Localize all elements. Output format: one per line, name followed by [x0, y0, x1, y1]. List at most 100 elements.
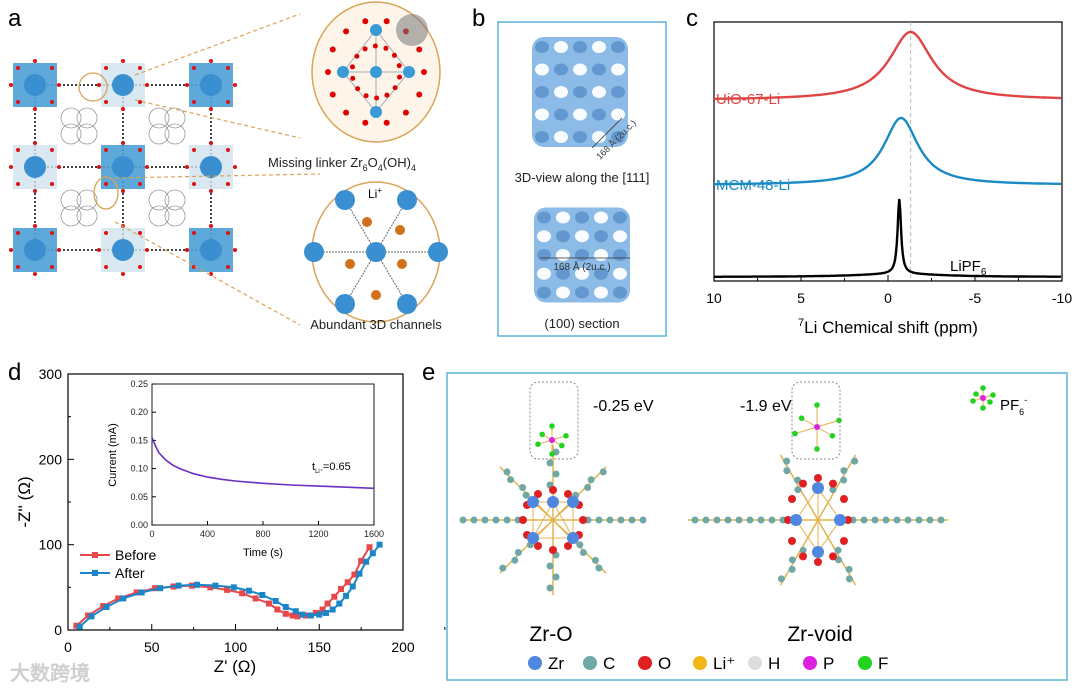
spectrum-mcm-48-li: [714, 116, 1062, 186]
eis-point-before: [366, 544, 373, 551]
channel-model: [304, 190, 448, 314]
x-tick-label-c: -5: [969, 290, 982, 306]
3d-view-structure-image: [532, 37, 628, 147]
inset-y-tick-label: 0.05: [130, 492, 148, 502]
panel-label-a: a: [8, 5, 22, 32]
eis-point-after: [272, 597, 279, 604]
inset-x-tick-label: 800: [255, 529, 270, 539]
y-axis-label-d: -Z'' (Ω): [15, 476, 34, 527]
li-ion: [345, 259, 355, 269]
eis-point-before: [358, 557, 365, 564]
li-ion: [397, 259, 407, 269]
missing-linker-shadow: [396, 14, 428, 46]
inset-x-tick-label: 1200: [308, 529, 328, 539]
x-tick-label-d: 50: [144, 639, 160, 655]
x-axis-label-d: Z' (Ω): [214, 657, 256, 676]
zr-atom: [812, 482, 824, 494]
transference-number-annotation: tLi⁺=0.65: [312, 461, 351, 475]
panel-label-c: c: [686, 5, 698, 32]
zr-atom: [527, 532, 539, 544]
legend-swatch-6: [858, 656, 872, 670]
legend-swatch-1: [583, 656, 597, 670]
eis-point-after: [336, 600, 343, 607]
pf6-highlight-box-right: [791, 381, 841, 460]
zr-cluster-model: [325, 18, 427, 126]
li-ion-label: Li+: [368, 186, 382, 201]
x-tick-label-c: -10: [1052, 290, 1072, 306]
eis-point-before: [294, 613, 301, 620]
panel-label-e: e: [422, 359, 435, 386]
current-decay-line: [151, 437, 375, 490]
eis-point-after: [316, 611, 323, 618]
nmr-spectra-chart: 10 5 0 -5 -10 UiO-67-Li MCM-48-Li LiPF6 7Li …: [706, 21, 1072, 337]
eis-point-before: [100, 603, 107, 610]
eis-point-after: [307, 612, 314, 619]
eis-point-before: [282, 610, 289, 617]
series-label-lipf6: LiPF6: [950, 258, 987, 278]
panel-label-d: d: [8, 359, 21, 386]
spectrum-uio-67-li: [714, 30, 1062, 100]
eis-point-after: [76, 623, 83, 630]
eis-point-before: [289, 612, 296, 619]
li-ion: [371, 290, 381, 300]
binding-energy-zr-o: -0.25 eV: [593, 398, 654, 415]
zr-atom: [834, 514, 846, 526]
caption-3d-view: 3D-view along the [111]: [515, 170, 650, 185]
y-tick-label-d: 0: [54, 622, 62, 638]
eis-point-before: [252, 595, 259, 602]
mof-framework-diagram: Missing linker Zr6O4(OH)4 Li+ Abundant 3…: [9, 1, 448, 332]
x-tick-label-d: 200: [391, 639, 415, 655]
x-axis-label-c: 7Li Chemical shift (ppm): [798, 317, 978, 337]
title-zr-void: Zr-void: [787, 623, 852, 646]
framework-lattice: [9, 59, 237, 276]
eis-point-before: [73, 622, 80, 629]
eis-point-after: [356, 570, 363, 577]
eis-point-after: [363, 558, 370, 565]
watermark: 大数跨境: [10, 661, 90, 685]
legend-label: C: [603, 654, 615, 673]
inset-x-label: Time (s): [243, 547, 283, 559]
x-tick-label-c: 0: [884, 290, 892, 306]
eis-point-before: [344, 579, 351, 586]
eis-point-before: [115, 595, 122, 602]
li-ion: [362, 217, 372, 227]
eis-point-after: [157, 585, 164, 592]
caption-100-section: (100) section: [544, 316, 619, 331]
x-tick-label-c: 10: [706, 290, 722, 306]
eis-point-after: [349, 583, 356, 590]
legend-label: Zr: [548, 654, 564, 673]
legend-label: H: [768, 654, 780, 673]
eis-point-before: [338, 586, 345, 593]
series-label-mcm48: MCM-48-Li: [716, 177, 790, 194]
eis-point-before: [319, 606, 326, 613]
eis-point-before: [351, 571, 358, 578]
legend-label: Li⁺: [713, 654, 735, 673]
legend-label: O: [658, 654, 671, 673]
zoom-circle-channel: [93, 176, 119, 210]
eis-point-after: [120, 595, 127, 602]
legend-swatch-4: [748, 656, 762, 670]
channels-caption: Abundant 3D channels: [310, 317, 442, 332]
y-tick-label-d: 200: [39, 451, 63, 467]
inset-x-tick-label: 400: [200, 529, 215, 539]
eis-point-before: [207, 584, 214, 591]
eis-point-after: [369, 550, 376, 557]
eis-point-before: [239, 590, 246, 597]
dft-binding-structures: -0.25 eV -1.9 eV PF6- Zr-O Zr-void Zr C O L…: [446, 372, 1068, 681]
eis-point-before: [312, 609, 319, 616]
series-label-uio67: UiO-67-Li: [716, 91, 780, 108]
eis-point-before: [133, 589, 140, 596]
scale-label-bottom: 168 Å (2u.c.): [553, 260, 610, 273]
eis-point-after: [193, 581, 200, 588]
eis-point-after: [103, 603, 110, 610]
legend-swatch-0: [528, 656, 542, 670]
spectrum-lipf6: [714, 198, 1062, 278]
eis-point-after: [138, 589, 145, 596]
impedance-chart: 0 50 100 150 200 0 100 200 300 Z' (Ω) -Z'' (Ω) B…: [15, 366, 446, 676]
x-tick-label-d: 150: [308, 639, 332, 655]
pf6-highlight-box-left: [529, 381, 579, 460]
eis-point-after: [259, 592, 266, 599]
zoom-circle-node: [78, 72, 108, 102]
eis-point-after: [175, 582, 182, 589]
